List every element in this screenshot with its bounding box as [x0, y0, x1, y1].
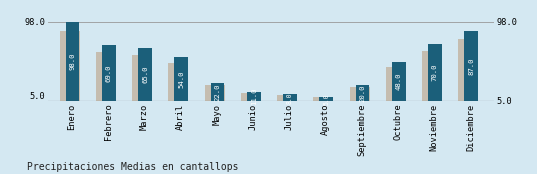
Text: 5.0: 5.0	[323, 93, 329, 105]
Bar	[350, 87, 369, 101]
Bar	[247, 92, 260, 101]
Text: 54.0: 54.0	[178, 70, 184, 88]
Bar	[283, 94, 297, 101]
Bar	[277, 95, 297, 101]
Bar	[96, 52, 116, 101]
Text: 65.0: 65.0	[142, 66, 148, 84]
Bar	[66, 22, 79, 101]
Text: 69.0: 69.0	[106, 64, 112, 82]
Bar	[386, 67, 406, 101]
Bar	[102, 45, 115, 101]
Text: 20.0: 20.0	[359, 84, 366, 102]
Bar	[205, 85, 224, 101]
Text: Precipitaciones Medias en cantallops: Precipitaciones Medias en cantallops	[27, 162, 238, 172]
Bar	[422, 51, 442, 101]
Text: 70.0: 70.0	[432, 64, 438, 81]
Bar	[138, 49, 152, 101]
Bar	[132, 55, 152, 101]
Bar	[60, 31, 79, 101]
Text: 8.0: 8.0	[287, 92, 293, 104]
Bar	[314, 97, 333, 101]
Bar	[320, 97, 333, 101]
Bar	[355, 85, 369, 101]
Bar	[428, 44, 442, 101]
Bar	[169, 63, 188, 101]
Text: 87.0: 87.0	[468, 57, 474, 75]
Bar	[175, 57, 188, 101]
Text: 22.0: 22.0	[214, 83, 221, 101]
Text: 48.0: 48.0	[396, 73, 402, 90]
Text: 11.0: 11.0	[251, 88, 257, 105]
Bar	[392, 62, 405, 101]
Bar	[465, 31, 478, 101]
Text: 98.0: 98.0	[69, 53, 76, 70]
Bar	[459, 39, 478, 101]
Bar	[211, 83, 224, 101]
Bar	[241, 93, 261, 101]
